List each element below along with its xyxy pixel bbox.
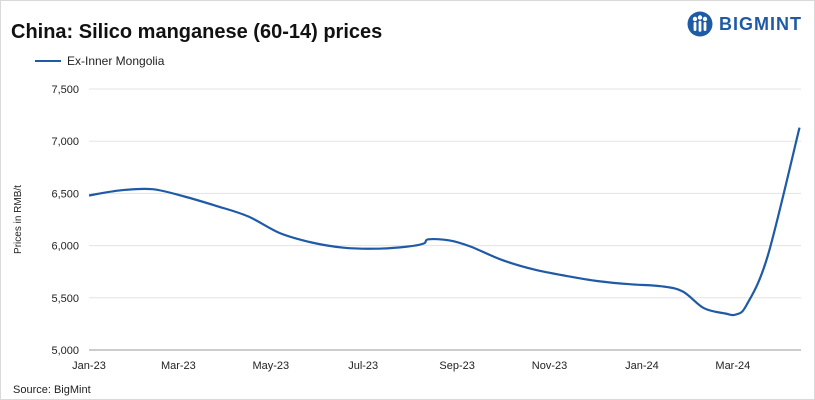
x-tick-label: Jan-23 — [72, 360, 106, 372]
x-tick-label: Mar-23 — [161, 360, 196, 372]
grid-lines — [89, 88, 801, 351]
y-tick-label: 5,500 — [51, 293, 79, 305]
x-tick-labels: Jan-23 Mar-23 May-23 Jul-23 Sep-23 Nov-23 Jan-… — [72, 360, 750, 372]
y-tick-label: 5,000 — [51, 345, 79, 357]
legend-label: Ex-Inner Mongolia — [67, 54, 165, 68]
x-tick-label: Nov-23 — [532, 360, 567, 372]
bigmint-logo: BIGMINT — [687, 11, 802, 37]
legend-swatch — [35, 60, 61, 62]
x-tick-label: Sep-23 — [439, 360, 474, 372]
series-group — [88, 127, 801, 317]
x-tick-label: Jan-24 — [625, 360, 659, 372]
chart-title: China: Silico manganese (60-14) prices — [11, 21, 383, 43]
logo-text: BIGMINT — [719, 13, 802, 34]
x-tick-label: Jul-23 — [348, 360, 378, 372]
y-tick-label: 7,500 — [51, 84, 79, 96]
y-tick-label: 7,000 — [51, 136, 79, 148]
y-tick-labels: 5,000 5,500 6,000 6,500 7,000 7,500 — [51, 84, 79, 357]
x-tick-label: May-23 — [252, 360, 289, 372]
legend: Ex-Inner Mongolia — [35, 54, 164, 68]
y-axis-label: Prices in RMB/t — [13, 185, 24, 254]
people-logo-icon — [687, 11, 713, 37]
series-line-ex-inner-mongolia — [88, 127, 801, 317]
y-tick-label: 6,000 — [51, 241, 79, 253]
y-tick-label: 6,500 — [51, 188, 79, 200]
x-tick-label: Mar-24 — [715, 360, 750, 372]
source-note: Source: BigMint — [13, 384, 91, 396]
